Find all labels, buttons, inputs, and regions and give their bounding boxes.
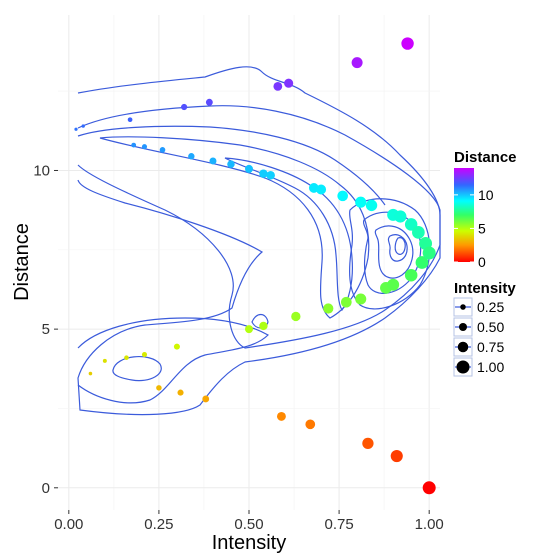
y-tick-label: 0 <box>42 480 50 497</box>
x-tick-label: 0.00 <box>54 516 83 533</box>
color-legend: Distance 0 5 10 <box>454 149 517 270</box>
data-point <box>227 160 235 168</box>
data-point <box>259 169 268 178</box>
data-point <box>355 293 367 305</box>
y-tick-label: 5 <box>42 321 50 338</box>
contour-ring-3 <box>348 198 431 310</box>
y-axis-title: Distance <box>11 223 33 301</box>
data-point <box>337 190 348 202</box>
data-point <box>245 325 253 334</box>
data-point <box>404 268 418 282</box>
data-point <box>340 296 352 308</box>
x-tick-label: 1.00 <box>415 516 444 533</box>
y-axis: 0 5 10 <box>33 162 58 497</box>
data-point <box>415 256 429 269</box>
data-point <box>205 98 213 106</box>
data-point <box>305 419 316 430</box>
data-point <box>390 450 403 463</box>
data-point <box>365 199 378 212</box>
data-point <box>401 37 414 50</box>
size-legend-symbol <box>459 323 467 331</box>
size-legend-keys: 0.25 0.50 0.75 1.00 <box>453 297 504 377</box>
data-point <box>355 196 367 208</box>
contour-ring-5 <box>374 225 414 279</box>
data-point <box>351 57 363 69</box>
data-point <box>131 142 137 148</box>
data-point <box>323 303 334 314</box>
color-legend-ticks: 0 5 10 <box>454 187 494 270</box>
data-point <box>245 164 253 173</box>
x-axis: 0.00 0.25 0.50 0.75 1.00 <box>54 510 444 533</box>
contour-ring-2 <box>224 157 353 312</box>
color-legend-title: Distance <box>454 149 517 166</box>
x-axis-title: Intensity <box>212 532 286 554</box>
size-legend-label: 1.00 <box>477 359 504 375</box>
data-point <box>422 481 436 495</box>
data-point <box>273 81 283 91</box>
contour-outer <box>77 66 441 416</box>
data-point <box>291 311 301 322</box>
data-point <box>81 124 85 128</box>
color-legend-label: 0 <box>478 254 486 270</box>
data-point <box>387 278 400 291</box>
data-point <box>88 371 93 376</box>
color-legend-bar <box>454 168 474 262</box>
data-point <box>74 127 78 131</box>
contour-inner <box>394 237 406 255</box>
size-legend-symbol <box>456 360 470 374</box>
size-legend-title: Intensity <box>454 280 516 297</box>
data-point <box>188 153 195 160</box>
contour-ring-6 <box>387 234 408 262</box>
contour-small-bump <box>251 313 269 329</box>
data-point <box>266 170 275 180</box>
color-legend-label: 10 <box>478 187 494 203</box>
data-point <box>316 184 327 195</box>
size-legend: Intensity 0.25 0.50 0.75 1.00 <box>453 280 516 377</box>
size-legend-label: 0.50 <box>477 319 504 335</box>
data-point <box>362 437 374 450</box>
size-legend-symbol <box>460 304 466 310</box>
x-tick-label: 0.25 <box>144 516 173 533</box>
scatter-points <box>74 37 436 495</box>
data-point <box>422 246 436 260</box>
data-point <box>209 157 217 165</box>
data-point <box>156 385 162 391</box>
data-point <box>159 147 166 153</box>
data-point <box>202 395 210 403</box>
data-point <box>177 389 184 396</box>
x-tick-label: 0.50 <box>234 516 263 533</box>
contour-lower-left <box>77 317 269 404</box>
y-tick-label: 10 <box>33 162 50 179</box>
x-tick-label: 0.75 <box>324 516 353 533</box>
data-point <box>127 117 133 123</box>
data-point <box>394 210 407 223</box>
data-point <box>173 343 180 350</box>
size-legend-symbol <box>457 341 469 353</box>
data-point <box>141 351 148 358</box>
data-point <box>284 78 294 88</box>
contour-2 <box>77 105 441 349</box>
size-legend-label: 0.25 <box>477 299 504 315</box>
data-point <box>259 321 268 331</box>
data-point <box>102 358 107 363</box>
data-point <box>141 144 148 150</box>
size-legend-label: 0.75 <box>477 339 504 355</box>
data-point <box>276 411 286 421</box>
data-point <box>412 226 425 239</box>
contour-small-ring <box>112 356 162 382</box>
color-legend-label: 5 <box>478 220 486 236</box>
data-point <box>124 355 129 360</box>
data-point <box>181 103 188 111</box>
contour-3 <box>77 125 386 206</box>
